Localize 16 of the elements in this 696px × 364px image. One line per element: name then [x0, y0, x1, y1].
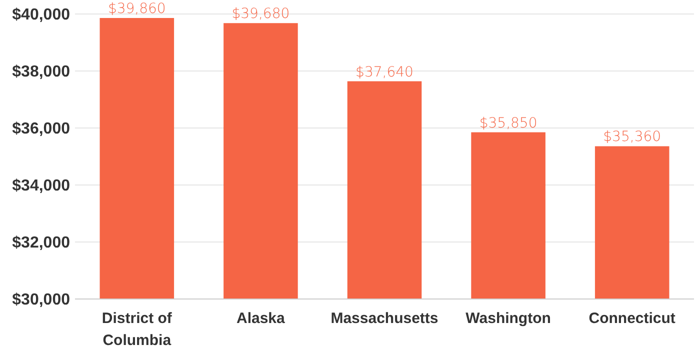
data-label: $35,360	[603, 129, 662, 146]
data-label: $37,640	[356, 64, 414, 80]
x-tick-label: Alaska	[236, 310, 286, 327]
y-tick-label: $36,000	[12, 120, 70, 138]
y-tick-label: $32,000	[12, 234, 70, 252]
x-tick-label: Massachusetts	[330, 310, 438, 327]
y-tick-label: $38,000	[12, 64, 70, 81]
y-tick-label: $34,000	[12, 178, 70, 195]
y-tick-label: $30,000	[12, 292, 70, 309]
data-label: $35,850	[479, 115, 538, 132]
data-label: $39,680	[232, 6, 290, 22]
x-tick-label: Connecticut	[588, 310, 676, 327]
x-tick-label: Washington	[466, 310, 551, 327]
data-label: $39,860	[108, 0, 166, 17]
x-tick-label: District of Columbia	[102, 310, 173, 349]
y-tick-label: $40,000	[12, 6, 70, 24]
